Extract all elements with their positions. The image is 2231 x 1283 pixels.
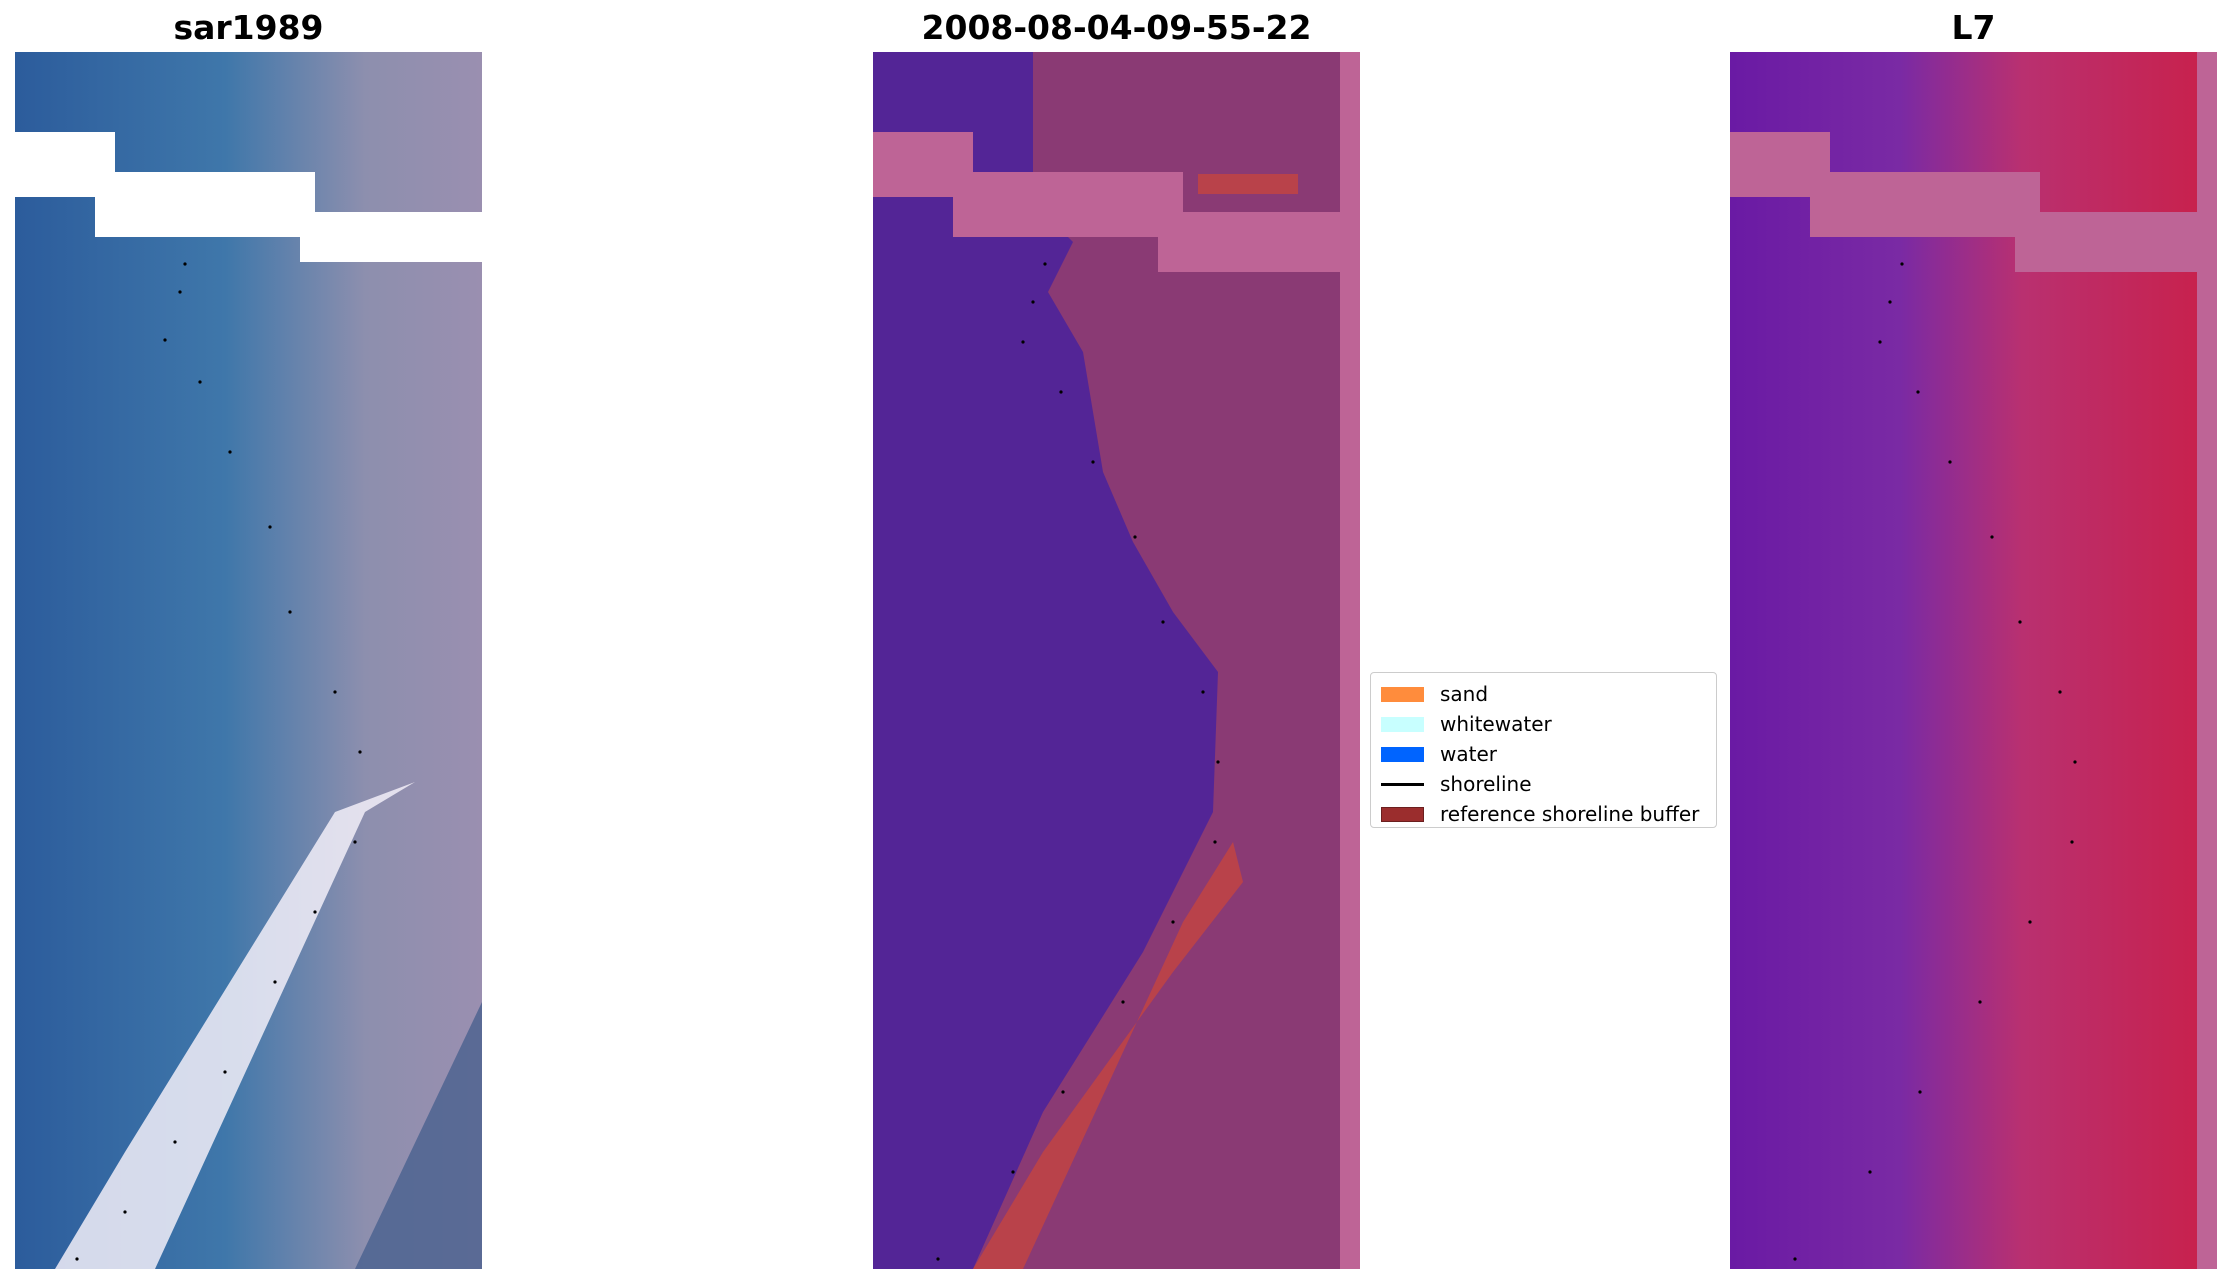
- shoreline: [75, 262, 362, 1261]
- legend-item-whitewater: whitewater: [1381, 709, 1706, 739]
- panel-title-2: 2008-08-04-09-55-22: [921, 8, 1312, 47]
- shoreline: [936, 262, 1220, 1261]
- panel-title-3: L7: [1951, 8, 1996, 47]
- rgb-satellite-image: [15, 52, 482, 1269]
- legend-label: water: [1440, 742, 1497, 766]
- sand-swatch: [1381, 686, 1424, 702]
- index-image: [1730, 52, 2217, 1269]
- legend-item-shoreline: shoreline: [1381, 769, 1706, 799]
- classified-image: [873, 52, 1360, 1269]
- legend-label: sand: [1440, 682, 1489, 706]
- legend-label: reference shoreline buffer: [1440, 802, 1700, 826]
- whitewater-swatch: [1381, 716, 1424, 732]
- water-swatch: [1381, 746, 1424, 762]
- legend-item-reference-buffer: reference shoreline buffer: [1381, 799, 1706, 829]
- panel-title-1: sar1989: [173, 8, 324, 47]
- legend-item-water: water: [1381, 739, 1706, 769]
- legend-item-sand: sand: [1381, 679, 1706, 709]
- shoreline: [1793, 262, 2077, 1261]
- legend-label: shoreline: [1440, 772, 1532, 796]
- legend-label: whitewater: [1440, 712, 1552, 736]
- shoreline-line-swatch: [1381, 782, 1424, 786]
- legend: sand whitewater water shoreline referenc…: [1370, 672, 1717, 828]
- reference-buffer-swatch: [1381, 806, 1424, 822]
